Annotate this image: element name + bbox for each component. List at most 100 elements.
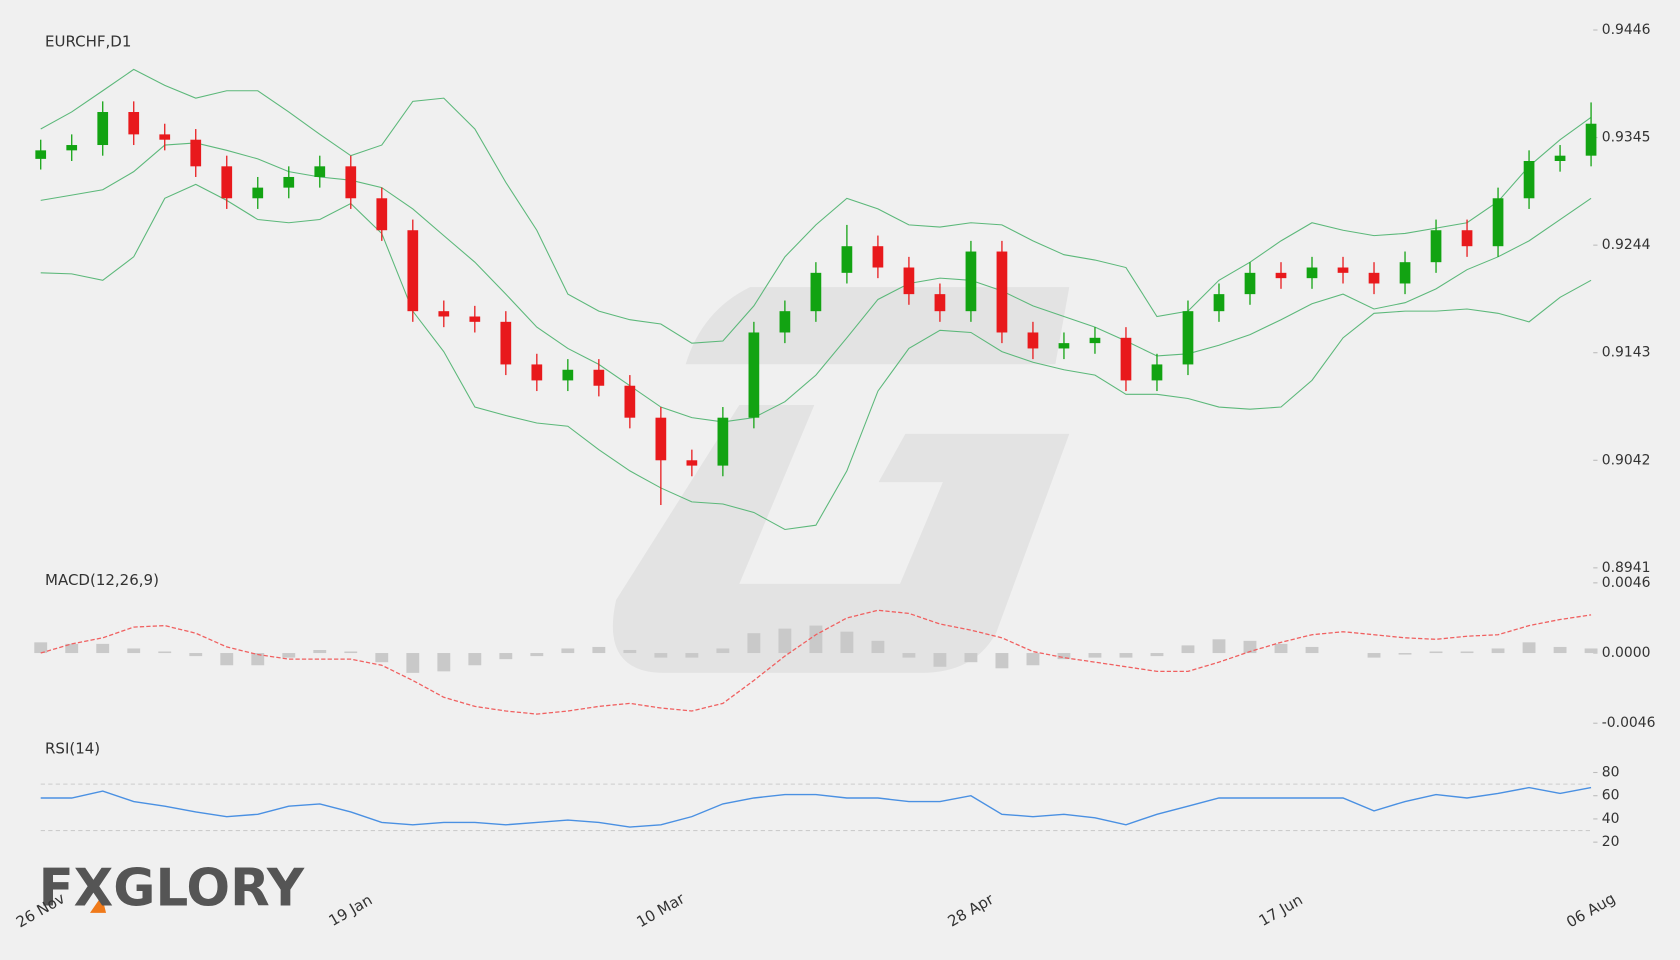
candle-body	[1337, 267, 1349, 273]
macd-histogram-bar	[158, 651, 172, 654]
macd-histogram-bar	[654, 653, 668, 658]
y-tick-label: 60	[1602, 788, 1620, 804]
candle-body	[655, 417, 667, 461]
macd-histogram-bar	[437, 653, 451, 672]
macd-histogram-bar	[685, 653, 699, 658]
candle-body	[1306, 267, 1318, 279]
candle-body	[1182, 311, 1194, 365]
macd-histogram-bar	[34, 642, 48, 654]
candle-body	[1430, 230, 1442, 263]
candle-body	[128, 112, 140, 135]
macd-histogram-bar	[592, 646, 606, 654]
macd-histogram-bar	[778, 628, 792, 654]
candle-body	[1585, 123, 1597, 156]
macd-histogram-bar	[933, 653, 947, 667]
watermark-shape	[612, 405, 1070, 673]
macd-title: MACD(12,26,9)	[45, 571, 159, 589]
y-tick-label: 20	[1602, 834, 1620, 850]
candle-body	[345, 166, 357, 199]
candle-body	[1399, 262, 1411, 284]
y-tick-label: 0.0046	[1602, 575, 1651, 591]
macd-histogram-bar	[344, 651, 358, 654]
macd-histogram-bar	[995, 653, 1009, 669]
macd-histogram-bar	[1243, 640, 1257, 654]
candle-body	[1089, 337, 1101, 344]
macd-histogram-bar	[1584, 648, 1598, 654]
macd-histogram-bar	[1088, 653, 1102, 658]
candle-body	[593, 369, 605, 386]
candle-body	[810, 272, 822, 312]
candle-body	[686, 460, 698, 466]
y-tick-label: 0.9244	[1602, 237, 1651, 253]
macd-histogram-bar	[1429, 651, 1443, 654]
candle-body	[283, 176, 295, 188]
candle-body	[469, 316, 481, 322]
x-tick-label: 06 Aug	[1563, 889, 1618, 931]
macd-histogram-bar	[65, 643, 79, 654]
watermark-shape	[685, 287, 1070, 365]
candle-body	[407, 230, 419, 312]
macd-histogram-bar	[1553, 646, 1567, 654]
bollinger-band	[40, 68, 1592, 344]
candle-body	[872, 246, 884, 268]
candle-body	[1523, 161, 1535, 199]
candle-body	[314, 166, 326, 177]
macd-histogram-bar	[1057, 653, 1071, 660]
candle-body	[562, 369, 574, 381]
macd-histogram-bar	[1150, 653, 1164, 657]
macd-histogram-bar	[871, 640, 885, 654]
macd-histogram-bar	[220, 653, 234, 666]
y-tick-label: 0.9446	[1602, 22, 1651, 38]
macd-histogram-bar	[1522, 642, 1536, 654]
candle-body	[66, 145, 78, 151]
macd-histogram-bar	[499, 653, 513, 660]
y-tick-label: 40	[1602, 811, 1620, 827]
candle-body	[996, 251, 1008, 333]
macd-histogram-bar	[468, 653, 482, 666]
candle-body	[965, 251, 977, 312]
candle-body	[1058, 343, 1070, 349]
macd-histogram-bar	[251, 653, 265, 666]
macd-signal-line	[40, 609, 1592, 715]
candle-body	[934, 294, 946, 312]
candle-body	[190, 139, 202, 167]
candle-body	[1151, 364, 1163, 381]
candle-body	[717, 417, 729, 466]
macd-histogram-bar	[282, 653, 296, 658]
candle-body	[841, 246, 853, 273]
bollinger-band	[40, 183, 1592, 531]
macd-histogram-bar	[530, 653, 544, 657]
macd-histogram-bar	[840, 631, 854, 654]
macd-histogram-bar	[1398, 653, 1412, 655]
macd-histogram-bar	[747, 633, 761, 654]
logo: FXGLORY	[39, 858, 305, 918]
y-tick-label: 80	[1602, 765, 1620, 781]
macd-histogram-bar	[1212, 639, 1226, 654]
candle-body	[1244, 272, 1256, 295]
macd-histogram-bar	[1274, 643, 1288, 654]
macd-histogram-bar	[406, 653, 420, 673]
bollinger-band	[40, 142, 1592, 423]
macd-histogram-bar	[127, 648, 141, 654]
x-tick-label: 10 Mar	[634, 889, 689, 931]
y-tick-label: 0.9143	[1602, 345, 1651, 361]
candle-body	[159, 134, 171, 140]
candle-body	[35, 150, 47, 159]
price-title: EURCHF,D1	[45, 32, 131, 50]
macd-histogram-bar	[1026, 653, 1040, 666]
macd-histogram-bar	[561, 648, 575, 654]
macd-histogram-bar	[809, 625, 823, 654]
candle-body	[438, 311, 450, 317]
candle-body	[221, 166, 233, 199]
macd-histogram-bar	[1460, 651, 1474, 654]
y-tick-label: 0.0000	[1602, 645, 1651, 661]
candle-body	[1120, 337, 1132, 381]
macd-histogram-bar	[716, 648, 730, 654]
macd-histogram-bar	[1305, 646, 1319, 654]
candle-body	[252, 187, 264, 199]
y-tick-label: 0.9345	[1602, 130, 1651, 146]
macd-histogram-bar	[375, 653, 389, 663]
x-tick-label: 28 Apr	[945, 890, 998, 931]
candle-body	[1368, 272, 1380, 284]
macd-histogram-bar	[1119, 653, 1133, 658]
